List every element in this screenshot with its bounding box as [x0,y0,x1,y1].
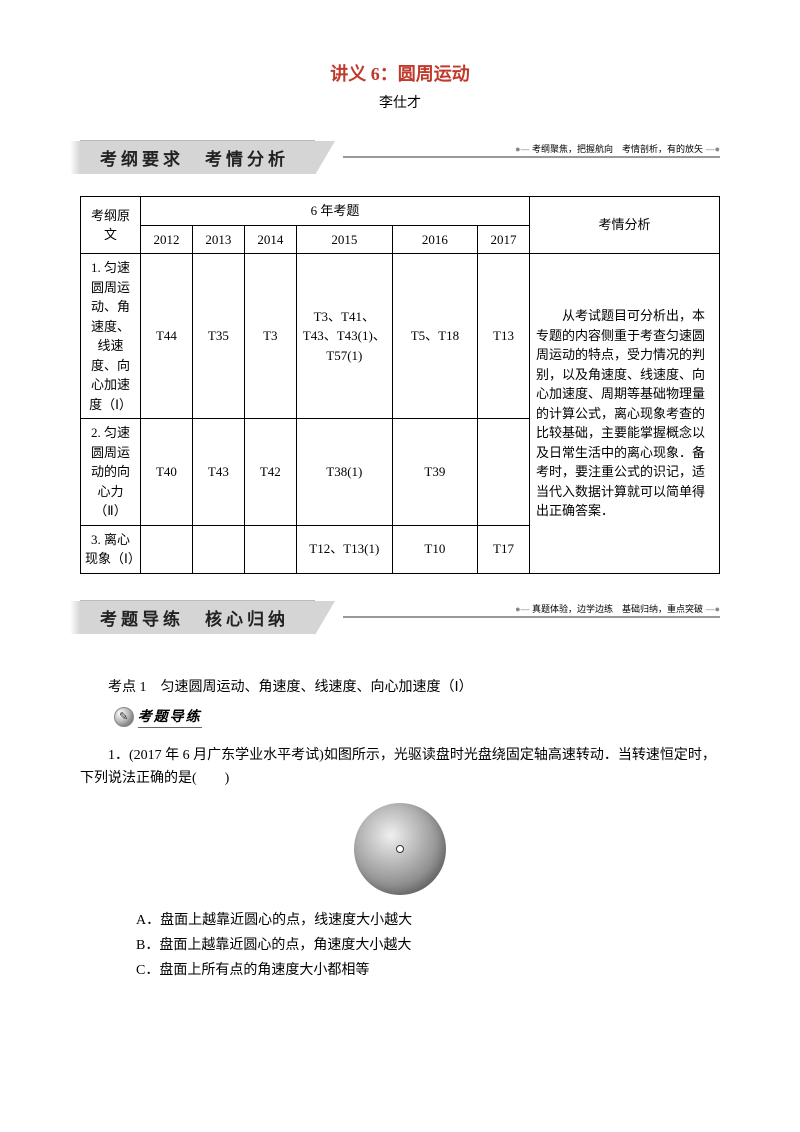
option-c: C．盘面上所有点的角速度大小都相等 [136,958,720,983]
cell [478,419,530,526]
author: 李仕才 [80,92,720,112]
section-kaogang-heading: 考纲要求 考情分析 [80,140,315,174]
cell: T12、T13(1) [296,525,392,573]
th-analysis: 考情分析 [530,197,720,254]
page-title: 讲义 6：圆周运动 [80,60,720,86]
section-kaogang: 考纲要求 考情分析 ●— 考纲聚焦，把握航向 考情剖析，有的放矢 —● [80,140,720,174]
row3-topic: 3. 离心现象（Ⅰ） [81,525,141,573]
option-b: B．盘面上越靠近圆心的点，角速度大小越大 [136,933,720,958]
cell: T39 [392,419,477,526]
cell: T42 [244,419,296,526]
bullet-icon: ●— [515,604,529,614]
section-divider: ●— 考纲聚焦，把握航向 考情剖析，有的放矢 —● [343,156,720,158]
cell: T17 [478,525,530,573]
pill-kaoti: ✎ 考题导练 [114,706,202,728]
section-kaogang-sub: ●— 考纲聚焦，把握航向 考情剖析，有的放矢 —● [509,142,720,155]
kaodian-1: 考点 1 匀速圆周运动、角速度、线速度、向心加速度（Ⅰ） [80,676,720,696]
th-2014: 2014 [244,225,296,254]
cell: T43 [192,419,244,526]
cell: T10 [392,525,477,573]
section-daolian: 考题导练 核心归纳 ●— 真题体验，边学边练 基础归纳，重点突破 —● [80,600,720,634]
section-daolian-sub: ●— 真题体验，边学边练 基础归纳，重点突破 —● [509,602,720,615]
option-a: A．盘面上越靠近圆心的点，线速度大小越大 [136,908,720,933]
cell [244,525,296,573]
analysis-cell: 从考试题目可分析出，本专题的内容侧重于考查匀速圆周运动的特点，受力情况的判别，以… [530,254,720,574]
cell: T13 [478,254,530,419]
th-outline: 考纲原文 [81,197,141,254]
bullet-icon: ●— [515,144,529,154]
cell: T35 [192,254,244,419]
question-1-stem: 1．(2017 年 6 月广东学业水平考试)如图所示，光驱读盘时光盘绕固定轴高速… [80,744,720,792]
cell: T5、T18 [392,254,477,419]
th-2016: 2016 [392,225,477,254]
th-2012: 2012 [141,225,193,254]
cell: T38(1) [296,419,392,526]
th-2013: 2013 [192,225,244,254]
section-divider: ●— 真题体验，边学边练 基础归纳，重点突破 —● [343,616,720,618]
th-2015: 2015 [296,225,392,254]
cell: T3、T41、T43、T43(1)、T57(1) [296,254,392,419]
section-daolian-sub-text: 真题体验，边学边练 基础归纳，重点突破 [532,604,703,614]
cell [192,525,244,573]
bullet-icon: —● [706,604,720,614]
section-kaogang-sub-text: 考纲聚焦，把握航向 考情剖析，有的放矢 [532,144,703,154]
pencil-icon: ✎ [114,707,134,727]
row2-topic: 2. 匀速圆周运动的向心力（Ⅱ） [81,419,141,526]
exam-table: 考纲原文 6 年考题 考情分析 2012 2013 2014 2015 2016… [80,196,720,574]
cell: T40 [141,419,193,526]
pill-label: 考题导练 [138,706,202,728]
th-2017: 2017 [478,225,530,254]
analysis-text: 从考试题目可分析出，本专题的内容侧重于考查匀速圆周运动的特点，受力情况的判别，以… [536,306,713,521]
section-daolian-heading: 考题导练 核心归纳 [80,600,315,634]
th-years: 6 年考题 [141,197,530,226]
cell: T44 [141,254,193,419]
question-1-options: A．盘面上越靠近圆心的点，线速度大小越大 B．盘面上越靠近圆心的点，角速度大小越… [136,908,720,984]
disc-icon [354,803,446,895]
cell: T3 [244,254,296,419]
cell [141,525,193,573]
disc-figure [80,803,720,900]
row1-topic: 1. 匀速圆周运动、角速度、线速度、向心加速度（Ⅰ） [81,254,141,419]
bullet-icon: —● [706,144,720,154]
